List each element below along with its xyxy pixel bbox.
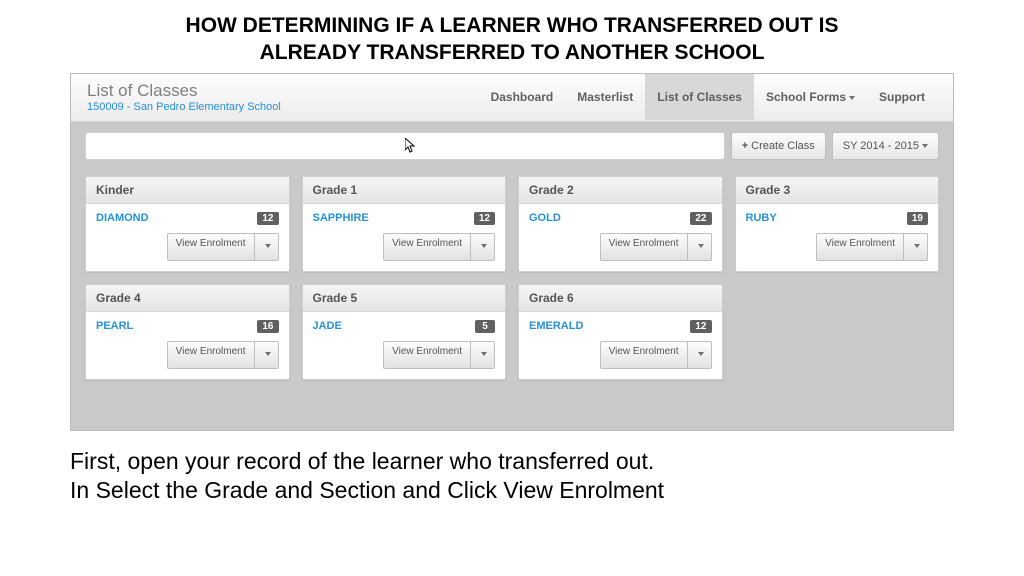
school-year-dropdown[interactable]: SY 2014 - 2015 — [832, 132, 939, 160]
nav-item-support[interactable]: Support — [867, 74, 937, 120]
enrol-row: View Enrolment — [313, 341, 496, 369]
section-name[interactable]: PEARL — [96, 320, 133, 332]
count-badge: 5 — [475, 320, 495, 333]
chevron-down-icon — [265, 352, 271, 356]
class-card: Grade 5 JADE 5 View Enrolment — [302, 284, 507, 380]
enrolment-dropdown-button[interactable] — [255, 341, 279, 369]
instruction-line2: In Select the Grade and Section and Clic… — [70, 476, 954, 506]
grade-label: Grade 3 — [736, 177, 939, 204]
main-nav: DashboardMasterlistList of ClassesSchool… — [479, 74, 937, 120]
grade-label: Grade 6 — [519, 285, 722, 312]
section-name[interactable]: DIAMOND — [96, 212, 149, 224]
section-row: GOLD 22 — [529, 212, 712, 225]
enrol-row: View Enrolment — [313, 233, 496, 261]
chevron-down-icon — [481, 244, 487, 248]
section-name[interactable]: SAPPHIRE — [313, 212, 369, 224]
grade-label: Grade 1 — [303, 177, 506, 204]
card-body: RUBY 19View Enrolment — [736, 204, 939, 271]
slide-title-line1: HOW DETERMINING IF A LEARNER WHO TRANSFE… — [40, 12, 984, 39]
card-body: SAPPHIRE 12View Enrolment — [303, 204, 506, 271]
nav-item-dashboard[interactable]: Dashboard — [479, 74, 566, 120]
view-enrolment-button[interactable]: View Enrolment — [167, 341, 255, 369]
view-enrolment-button[interactable]: View Enrolment — [167, 233, 255, 261]
card-body: GOLD 22View Enrolment — [519, 204, 722, 271]
section-name[interactable]: EMERALD — [529, 320, 583, 332]
chevron-down-icon — [914, 244, 920, 248]
count-badge: 12 — [690, 320, 711, 333]
enrolment-dropdown-button[interactable] — [471, 341, 495, 369]
chevron-down-icon — [698, 352, 704, 356]
nav-item-list-of-classes[interactable]: List of Classes — [645, 74, 754, 120]
enrol-row: View Enrolment — [96, 341, 279, 369]
enrol-row: View Enrolment — [529, 233, 712, 261]
section-row: RUBY 19 — [746, 212, 929, 225]
section-row: PEARL 16 — [96, 320, 279, 333]
body-area: +Create Class SY 2014 - 2015 Kinder DIAMO… — [71, 122, 953, 390]
create-class-button[interactable]: +Create Class — [731, 132, 826, 160]
count-badge: 19 — [907, 212, 928, 225]
nav-item-school-forms[interactable]: School Forms — [754, 74, 867, 120]
section-row: JADE 5 — [313, 320, 496, 333]
grade-label: Kinder — [86, 177, 289, 204]
cursor-icon — [405, 138, 417, 157]
create-class-label: Create Class — [751, 140, 815, 152]
enrolment-dropdown-button[interactable] — [255, 233, 279, 261]
chevron-down-icon — [698, 244, 704, 248]
enrolment-dropdown-button[interactable] — [904, 233, 928, 261]
class-grid: KinderDIAMOND12View EnrolmentGrade 1SAPP… — [85, 176, 939, 380]
card-body: EMERALD 12View Enrolment — [519, 312, 722, 379]
chevron-down-icon — [922, 144, 928, 148]
count-badge: 16 — [257, 320, 278, 333]
count-badge: 12 — [257, 212, 278, 225]
chevron-down-icon — [849, 96, 855, 100]
enrol-row: View Enrolment — [96, 233, 279, 261]
enrolment-dropdown-button[interactable] — [471, 233, 495, 261]
plus-icon: + — [742, 140, 748, 152]
view-enrolment-button[interactable]: View Enrolment — [600, 233, 688, 261]
search-input[interactable] — [85, 132, 725, 160]
top-left: List of Classes 150009 - San Pedro Eleme… — [87, 81, 479, 113]
grade-label: Grade 2 — [519, 177, 722, 204]
chevron-down-icon — [265, 244, 271, 248]
count-badge: 12 — [474, 212, 495, 225]
instruction-line1: First, open your record of the learner w… — [70, 447, 954, 477]
class-card: Grade 2 GOLD 22View Enrolment — [518, 176, 723, 272]
enrolment-dropdown-button[interactable] — [688, 233, 712, 261]
enrol-row: View Enrolment — [529, 341, 712, 369]
nav-item-masterlist[interactable]: Masterlist — [565, 74, 645, 120]
toolbar-row: +Create Class SY 2014 - 2015 — [85, 132, 939, 160]
view-enrolment-button[interactable]: View Enrolment — [816, 233, 904, 261]
school-name[interactable]: 150009 - San Pedro Elementary School — [87, 101, 479, 113]
grade-label: Grade 4 — [86, 285, 289, 312]
top-bar: List of Classes 150009 - San Pedro Eleme… — [71, 74, 953, 122]
section-row: SAPPHIRE 12 — [313, 212, 496, 225]
card-body: JADE 5 View Enrolment — [303, 312, 506, 379]
grade-label: Grade 5 — [303, 285, 506, 312]
view-enrolment-button[interactable]: View Enrolment — [383, 233, 471, 261]
school-year-label: SY 2014 - 2015 — [843, 140, 919, 152]
page-title: List of Classes — [87, 81, 479, 101]
section-name[interactable]: RUBY — [746, 212, 777, 224]
instruction-text: First, open your record of the learner w… — [0, 441, 1024, 513]
class-card: Grade 3 RUBY 19View Enrolment — [735, 176, 940, 272]
class-card: Grade 6 EMERALD 12View Enrolment — [518, 284, 723, 380]
chevron-down-icon — [481, 352, 487, 356]
count-badge: 22 — [690, 212, 711, 225]
card-body: PEARL 16View Enrolment — [86, 312, 289, 379]
class-card: Kinder DIAMOND 12View Enrolment — [85, 176, 290, 272]
class-card: Grade 4 PEARL 16View Enrolment — [85, 284, 290, 380]
enrol-row: View Enrolment — [746, 233, 929, 261]
card-body: DIAMOND 12View Enrolment — [86, 204, 289, 271]
class-card: Grade 1 SAPPHIRE 12View Enrolment — [302, 176, 507, 272]
section-row: EMERALD 12 — [529, 320, 712, 333]
view-enrolment-button[interactable]: View Enrolment — [600, 341, 688, 369]
section-name[interactable]: GOLD — [529, 212, 561, 224]
view-enrolment-button[interactable]: View Enrolment — [383, 341, 471, 369]
app-screenshot: List of Classes 150009 - San Pedro Eleme… — [70, 73, 954, 431]
section-row: DIAMOND 12 — [96, 212, 279, 225]
enrolment-dropdown-button[interactable] — [688, 341, 712, 369]
slide-title: HOW DETERMINING IF A LEARNER WHO TRANSFE… — [0, 0, 1024, 73]
slide-title-line2: ALREADY TRANSFERRED TO ANOTHER SCHOOL — [40, 39, 984, 66]
section-name[interactable]: JADE — [313, 320, 342, 332]
